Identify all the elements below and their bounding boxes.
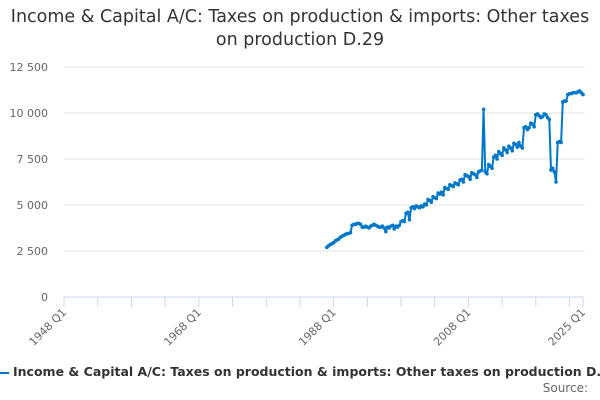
data-point <box>550 166 555 170</box>
legend-swatch <box>0 371 9 374</box>
data-point <box>517 140 521 145</box>
data-point <box>490 166 494 170</box>
data-point <box>446 187 450 192</box>
data-point <box>540 114 545 119</box>
data-point <box>392 227 397 231</box>
data-point <box>382 226 386 230</box>
legend-label: Income & Capital A/C: Taxes on productio… <box>13 364 600 379</box>
y-tick-label: 0 <box>41 291 48 304</box>
data-point <box>348 230 353 235</box>
data-point <box>503 148 508 152</box>
data-point <box>554 180 558 184</box>
source-label: Source: <box>542 381 588 395</box>
y-tick-label: 10 000 <box>10 107 49 120</box>
data-point <box>459 177 464 182</box>
x-tick-label: 2025 Q1 <box>546 306 589 349</box>
data-point <box>397 223 402 228</box>
data-point <box>468 177 472 182</box>
data-point <box>412 206 417 211</box>
data-point <box>402 219 407 224</box>
data-point <box>384 229 388 234</box>
data-point <box>461 180 466 184</box>
data-point <box>559 140 563 145</box>
x-tick-label: 1988 Q1 <box>296 306 339 349</box>
data-point <box>466 174 471 179</box>
data-point <box>429 200 434 205</box>
data-point <box>456 182 461 187</box>
data-point <box>407 217 412 222</box>
data-point <box>424 203 429 207</box>
data-point <box>515 145 520 149</box>
data-point <box>527 125 531 130</box>
data-point <box>508 146 513 150</box>
data-point <box>358 222 363 227</box>
data-point <box>390 223 395 228</box>
data-point <box>434 196 439 201</box>
legend-item[interactable]: Income & Capital A/C: Taxes on productio… <box>0 364 600 379</box>
data-point <box>481 107 486 112</box>
data-point <box>523 125 528 129</box>
chart-title: Income & Capital A/C: Taxes on productio… <box>10 7 590 50</box>
data-point <box>552 170 557 174</box>
y-tick-label: 2 500 <box>17 245 49 258</box>
data-point <box>500 153 504 158</box>
data-point <box>451 184 456 189</box>
data-point <box>493 153 498 158</box>
y-tick-label: 12 500 <box>10 61 49 74</box>
data-point <box>581 92 585 97</box>
data-point <box>544 113 548 117</box>
data-point <box>532 125 536 129</box>
data-point <box>405 210 410 215</box>
y-tick-label: 7 500 <box>17 153 49 166</box>
y-tick-label: 5 000 <box>17 199 49 212</box>
data-point <box>505 150 509 155</box>
data-point <box>510 148 515 153</box>
data-point <box>547 117 552 122</box>
data-point <box>439 190 444 194</box>
data-point <box>520 146 525 150</box>
data-point <box>564 99 568 103</box>
data-point <box>441 193 445 197</box>
data-point <box>513 142 518 147</box>
x-tick-label: 1968 Q1 <box>161 306 204 349</box>
data-point <box>485 171 489 176</box>
data-point <box>473 172 477 177</box>
data-point <box>421 205 425 209</box>
data-point <box>495 157 499 161</box>
data-point <box>530 122 535 126</box>
x-tick-label: 2008 Q1 <box>431 306 474 349</box>
x-tick-label: 1948 Q1 <box>27 306 70 349</box>
data-point <box>480 168 484 172</box>
data-point <box>475 175 479 180</box>
